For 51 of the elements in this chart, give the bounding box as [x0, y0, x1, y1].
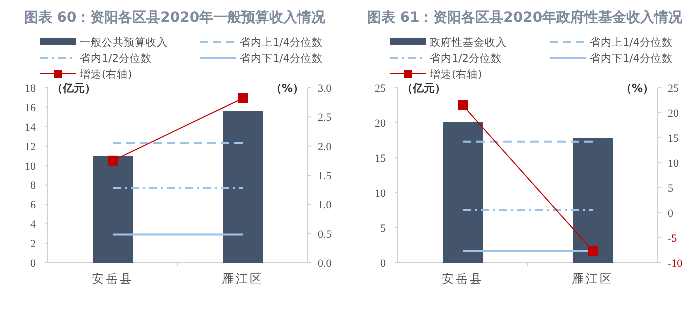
y2-tick-label: 2.0: [318, 141, 332, 154]
y-tick-label: 25: [375, 83, 386, 95]
legend-label: 一般公共预算收入: [80, 36, 168, 49]
y2-tick-label: 0: [668, 208, 674, 220]
y-tick-label: 0: [380, 258, 386, 270]
legend-label: 省内1/2分位数: [430, 52, 502, 65]
y-tick-label: 5: [380, 223, 386, 235]
legend-label: 省内1/2分位数: [80, 52, 152, 65]
y2-tick-label: 0.0: [318, 258, 332, 270]
chart-title: 图表 60：资阳各区县2020年一般预算收入情况: [24, 10, 327, 26]
y-tick-label: 4: [30, 219, 36, 232]
y2-axis-title: （%）: [620, 82, 654, 95]
y-tick-label: 12: [25, 141, 36, 154]
y-tick-label: 18: [25, 83, 36, 95]
y-tick-label: 14: [25, 122, 36, 134]
y2-tick-label: 1.0: [318, 200, 332, 212]
y-tick-label: 20: [375, 118, 386, 130]
y2-tick-label: 5: [668, 183, 674, 195]
y2-tick-label: 20: [668, 108, 680, 120]
y-tick-label: 8: [30, 180, 36, 192]
x-tick-label: 雁江区: [572, 272, 614, 286]
y2-tick-label: 10: [668, 158, 680, 170]
y-tick-label: 0: [30, 258, 36, 270]
x-tick-label: 安岳县: [442, 272, 484, 286]
y-tick-label: 10: [25, 160, 36, 173]
y-tick-label: 15: [375, 153, 386, 165]
y2-tick-label: 0.5: [318, 228, 332, 241]
y-tick-label: 16: [25, 102, 36, 114]
y2-tick-label: -5: [668, 233, 678, 245]
y-tick-label: 6: [30, 200, 36, 212]
legend-label: 省内下1/4分位数: [590, 52, 673, 65]
y2-tick-label: 3.0: [318, 83, 332, 95]
y-tick-label: 10: [375, 188, 386, 200]
chart-title: 图表 61：资阳各区县2020年政府性基金收入情况: [367, 9, 684, 26]
legend-label: 增速(右轴): [79, 68, 132, 81]
legend-label: 增速(右轴): [429, 68, 482, 81]
legend-label: 省内上1/4分位数: [240, 36, 323, 49]
y-tick-label: 2: [30, 238, 36, 251]
y2-tick-label: -10: [668, 258, 684, 270]
y2-tick-label: 1.5: [318, 170, 332, 182]
x-tick-label: 雁江区: [222, 272, 264, 286]
legend-label: 政府性基金收入: [430, 36, 507, 49]
y2-axis-title: （%）: [270, 82, 304, 95]
legend-label: 省内上1/4分位数: [590, 36, 673, 49]
y-axis-title: （亿元）: [402, 82, 446, 95]
y2-tick-label: 15: [668, 133, 680, 145]
y2-tick-label: 25: [668, 83, 680, 95]
y-axis-title: （亿元）: [52, 82, 96, 95]
y2-tick-label: 2.5: [318, 112, 332, 124]
legend-label: 省内下1/4分位数: [240, 52, 323, 65]
x-tick-label: 安岳县: [92, 272, 134, 286]
